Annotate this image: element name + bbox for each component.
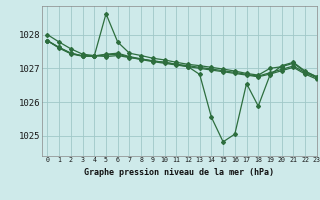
X-axis label: Graphe pression niveau de la mer (hPa): Graphe pression niveau de la mer (hPa) <box>84 168 274 177</box>
